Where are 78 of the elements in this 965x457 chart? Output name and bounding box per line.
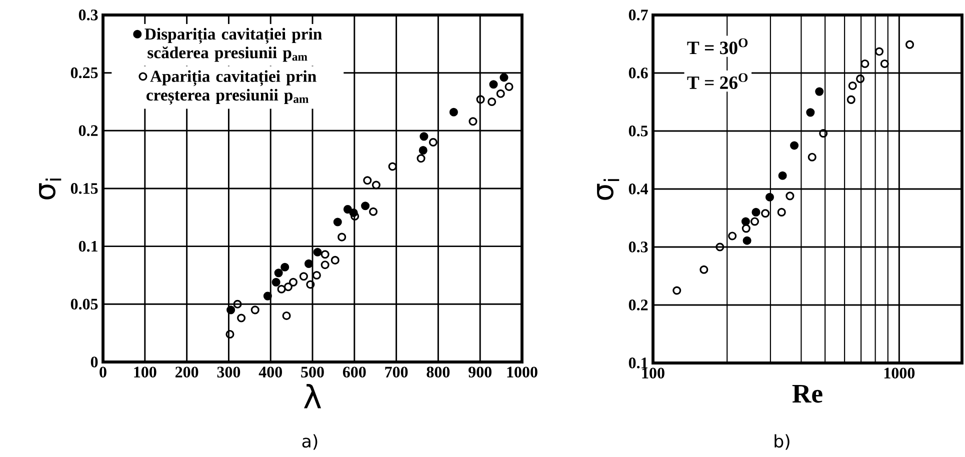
point <box>420 132 428 141</box>
point <box>361 202 370 210</box>
point <box>284 282 292 292</box>
point <box>306 280 315 289</box>
point <box>330 256 340 264</box>
point <box>449 108 458 116</box>
point <box>388 162 397 171</box>
x-tick-label: 100 <box>134 366 156 378</box>
x-tick-label: 0 <box>100 366 106 378</box>
y-tick-label: 0.6 <box>628 68 648 78</box>
annotation: T = 30$^{O}$ <box>687 38 748 54</box>
text: a) <box>302 434 318 450</box>
x-tick-label: 1000 <box>507 366 538 378</box>
y-tick-label: 0.25 <box>70 67 98 78</box>
legend-label: Dispariția cavitației prin scăderea presiunii p$_{am}$ <box>144 28 322 62</box>
x-tick-label: 1000 <box>884 368 915 378</box>
point <box>313 248 322 256</box>
point <box>272 278 280 286</box>
annotation: T = 26$^{O}$ <box>687 73 748 90</box>
point <box>488 97 496 106</box>
point <box>320 250 330 259</box>
point <box>263 292 272 300</box>
point <box>368 207 378 216</box>
x-tick-label: 400 <box>258 366 282 378</box>
y-axis-title: σ$_{i}$ <box>597 179 620 200</box>
point <box>372 180 380 190</box>
y-tick-label: 0.05 <box>70 298 98 310</box>
x-tick-label: 100 <box>642 368 664 378</box>
point <box>418 146 428 155</box>
y-tick-label: 0.2 <box>78 125 98 136</box>
point <box>428 138 438 146</box>
point <box>496 89 505 98</box>
point <box>299 272 308 281</box>
point <box>489 80 498 89</box>
point <box>226 306 236 314</box>
point <box>237 314 246 322</box>
point <box>333 218 342 226</box>
point <box>416 154 426 163</box>
y-tick-label: 0.5 <box>628 126 648 136</box>
x-tick-label: 200 <box>175 366 198 378</box>
point <box>476 95 485 104</box>
y-tick-label: 0.2 <box>628 300 648 310</box>
point <box>288 278 298 286</box>
point <box>500 73 508 82</box>
point <box>338 232 346 242</box>
y-tick-label: 0.1 <box>628 358 648 368</box>
x-tick-label: 600 <box>342 366 366 378</box>
point <box>277 284 286 294</box>
point <box>274 268 283 278</box>
point <box>343 205 352 214</box>
x-axis-title: Re <box>792 384 822 403</box>
x-tick-label: 800 <box>426 366 450 378</box>
point <box>312 270 321 280</box>
x-tick-label: 300 <box>217 366 240 378</box>
y-tick-label: 0.7 <box>628 10 648 20</box>
point <box>280 262 290 272</box>
point <box>282 311 291 320</box>
point <box>320 260 330 270</box>
point <box>226 330 234 338</box>
x-tick-label: 500 <box>301 366 324 378</box>
y-tick-label: 0 <box>90 356 98 368</box>
point <box>504 82 514 91</box>
legend-label: Apariția cavitației prin creșterea presiunii p$_{am}$ <box>146 70 316 105</box>
text: b) <box>774 434 790 450</box>
point <box>233 300 242 308</box>
y-tick-label: 0.15 <box>70 183 98 194</box>
point <box>468 117 478 126</box>
x-axis-title: λ <box>304 384 322 408</box>
y-tick-label: 0.4 <box>628 184 648 194</box>
x-tick-label: 900 <box>468 366 492 378</box>
y-axis-title: σ$_{i}$ <box>39 178 62 200</box>
y-tick-label: 0.3 <box>628 242 648 252</box>
y-tick-label: 0.1 <box>78 240 98 252</box>
point <box>250 306 260 314</box>
point <box>363 176 372 185</box>
y-tick-label: 0.3 <box>78 10 98 20</box>
x-tick-label: 700 <box>385 366 408 378</box>
point <box>304 259 313 268</box>
